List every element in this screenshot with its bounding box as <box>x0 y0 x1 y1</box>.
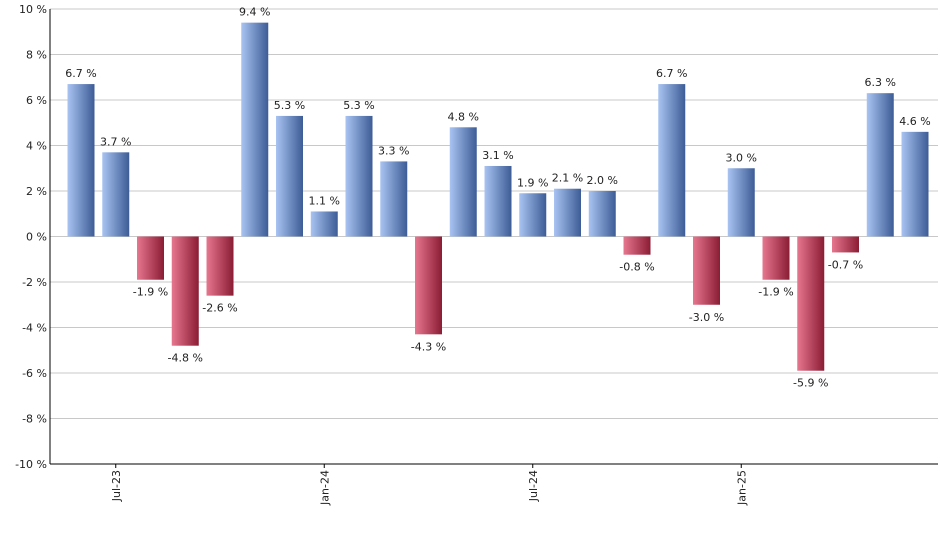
data-label: -4.3 % <box>411 340 446 353</box>
y-tick-label: 0 % <box>26 231 47 244</box>
data-label: 3.7 % <box>100 135 131 148</box>
data-label: 6.7 % <box>65 67 96 80</box>
data-label: 9.4 % <box>239 6 270 19</box>
bar <box>102 152 130 237</box>
y-tick-label: -6 % <box>22 367 47 380</box>
x-tick-label: Jul-23 <box>110 470 123 502</box>
y-tick-label: 10 % <box>19 3 47 16</box>
bar <box>866 93 894 237</box>
data-labels: 6.7 % 3.7 % -1.9 % -4.8 % -2.6 % 9.4 % 5.3 % 1.… <box>65 6 930 390</box>
data-label: 2.0 % <box>587 174 618 187</box>
data-label: 3.3 % <box>378 144 409 157</box>
data-label: 3.0 % <box>726 151 757 164</box>
y-tick-label: 8 % <box>26 49 47 62</box>
bar <box>345 115 373 237</box>
bar <box>380 161 408 237</box>
x-tick-label: Jan-24 <box>318 470 331 506</box>
data-label: 2.1 % <box>552 172 583 185</box>
x-axis-tick-labels: Jul-23 Jan-24 Jul-24 Jan-25 <box>110 464 748 506</box>
axes <box>49 9 938 465</box>
data-label: 1.9 % <box>517 176 548 189</box>
bar <box>276 115 303 237</box>
bar <box>658 84 686 237</box>
bar <box>484 165 512 237</box>
data-label: 6.3 % <box>865 76 896 89</box>
bar <box>623 236 651 255</box>
bar <box>415 236 442 335</box>
data-label: -4.8 % <box>168 352 203 365</box>
bar <box>67 84 95 237</box>
bar <box>206 236 234 296</box>
data-label: 6.7 % <box>656 67 687 80</box>
bar <box>310 211 338 237</box>
data-label: 4.6 % <box>899 115 930 128</box>
data-label: -2.6 % <box>202 302 237 315</box>
bar <box>901 131 929 237</box>
bar <box>241 22 269 237</box>
bar <box>797 236 825 371</box>
bar <box>693 236 720 305</box>
y-tick-label: 2 % <box>26 185 47 198</box>
bar <box>727 168 755 237</box>
bar <box>588 191 616 237</box>
y-tick-label: -10 % <box>15 458 47 471</box>
bar <box>554 188 581 237</box>
data-label: 5.3 % <box>343 99 374 112</box>
bar <box>171 236 199 346</box>
data-label: 5.3 % <box>274 99 305 112</box>
data-label: -3.0 % <box>689 311 724 324</box>
y-tick-label: 6 % <box>26 94 47 107</box>
x-tick-label: Jan-25 <box>735 470 748 506</box>
bars <box>67 22 929 371</box>
y-tick-label: 4 % <box>26 140 47 153</box>
y-axis-tick-labels: -10 % -8 % -6 % -4 % -2 % 0 % 2 % 4 % 6 % 8 % 10 % <box>15 3 47 471</box>
data-label: -1.9 % <box>758 286 793 299</box>
data-label: -0.7 % <box>828 258 863 271</box>
y-tick-label: -8 % <box>22 413 47 426</box>
y-tick-label: -2 % <box>22 276 47 289</box>
x-tick-label: Jul-24 <box>527 470 540 502</box>
data-label: 1.1 % <box>309 194 340 207</box>
bar <box>832 236 859 253</box>
y-tick-label: -4 % <box>22 322 47 335</box>
bar <box>762 236 790 280</box>
data-label: -0.8 % <box>619 261 654 274</box>
data-label: -1.9 % <box>133 286 168 299</box>
data-label: 4.8 % <box>448 110 479 123</box>
data-label: 3.1 % <box>482 149 513 162</box>
data-label: -5.9 % <box>793 377 828 390</box>
bar <box>519 193 547 237</box>
bar <box>449 127 477 237</box>
bar <box>137 236 164 280</box>
